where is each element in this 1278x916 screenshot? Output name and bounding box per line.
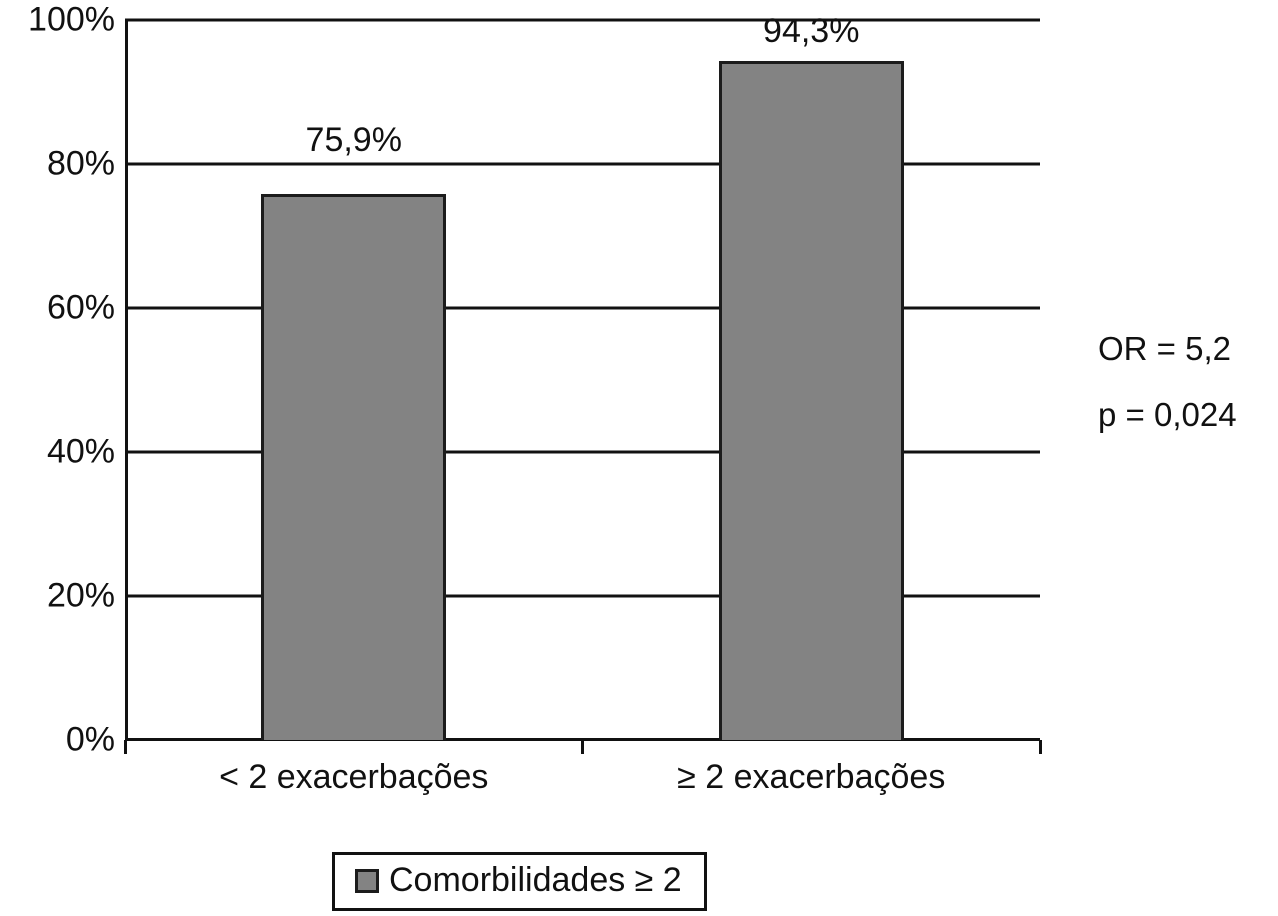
gridline bbox=[125, 594, 1040, 598]
bar-1 bbox=[261, 193, 447, 740]
x-axis-line bbox=[125, 738, 1040, 741]
y-tick-label: 20% bbox=[46, 576, 115, 615]
bar-2 bbox=[718, 61, 904, 740]
y-tick-label: 0% bbox=[65, 720, 115, 759]
y-tick-label: 60% bbox=[46, 288, 115, 327]
x-axis-tick bbox=[123, 740, 127, 754]
legend: Comorbilidades ≥ 2 bbox=[332, 852, 707, 911]
gridline bbox=[125, 306, 1040, 310]
x-category-label: ≥ 2 exacerbações bbox=[677, 758, 946, 796]
gridline bbox=[125, 450, 1040, 454]
bar-value-label: 94,3% bbox=[763, 12, 860, 51]
p-value-text: p = 0,024 bbox=[1098, 396, 1237, 433]
x-axis-tick bbox=[581, 740, 584, 754]
gridline bbox=[125, 162, 1040, 166]
gridline bbox=[125, 18, 1040, 22]
legend-label: Comorbilidades ≥ 2 bbox=[389, 861, 682, 899]
y-tick-label: 100% bbox=[28, 0, 115, 39]
stats-annotation: OR = 5,2 p = 0,024 bbox=[1098, 316, 1237, 448]
x-category-label: < 2 exacerbações bbox=[219, 758, 489, 796]
odds-ratio-text: OR = 5,2 bbox=[1098, 330, 1231, 367]
legend-swatch-icon bbox=[355, 868, 379, 893]
y-tick-label: 80% bbox=[46, 144, 115, 183]
x-axis-tick bbox=[1038, 740, 1042, 754]
y-axis-line bbox=[125, 20, 128, 740]
y-tick-label: 40% bbox=[46, 432, 115, 471]
bar-value-label: 75,9% bbox=[305, 120, 402, 159]
plot-area: 75,9% 94,3% bbox=[123, 12, 1042, 754]
